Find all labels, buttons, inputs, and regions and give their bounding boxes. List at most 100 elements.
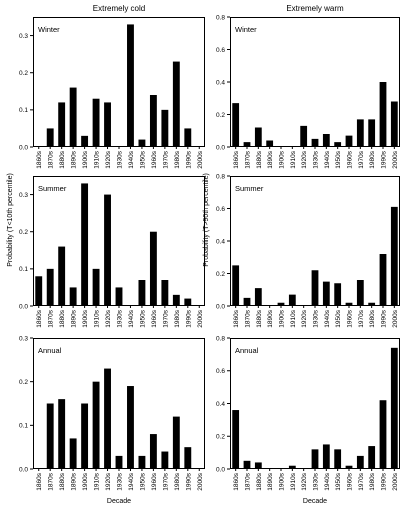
x-tick-label: 1960s	[151, 309, 158, 327]
bar-1890s	[69, 438, 77, 469]
bar-1860s	[35, 276, 43, 306]
y-tick-label: 0.2	[19, 229, 28, 236]
x-tick-label: 1880s	[256, 309, 263, 327]
x-tick-label: 1940s	[128, 472, 135, 490]
x-tick-label: 1890s	[71, 309, 78, 327]
panel-label: Winter	[38, 25, 60, 34]
panel-annual-cold: Annual 0.0 0.1 0.2 0.3 1860s 1870s 1880s 1890s 19…	[19, 335, 205, 491]
x-tick-label: 1860s	[233, 309, 240, 327]
bar-1990s	[379, 82, 387, 147]
x-tick-label: 1900s	[279, 472, 286, 490]
bar-1900s	[81, 135, 89, 147]
bar-1880s	[58, 399, 66, 469]
x-tick-label: 1950s	[335, 309, 342, 327]
bar-1940s	[322, 134, 330, 147]
x-tick-label: 1990s	[185, 472, 192, 490]
bar-1880s	[58, 102, 66, 147]
bar-1980s	[172, 416, 180, 469]
x-tick-label: 1940s	[324, 309, 331, 327]
bar-1910s	[288, 465, 296, 469]
x-tick-label: 1910s	[290, 472, 297, 490]
y-tick-label: 0.1	[19, 266, 28, 273]
x-tick-label: 1910s	[290, 150, 297, 168]
bar-1940s	[322, 281, 330, 306]
y-tick-label: 0.6	[216, 206, 225, 213]
y-tick-label: 0.8	[216, 335, 225, 342]
x-tick-label: 1870s	[245, 472, 252, 490]
x-tick-label: 1950s	[139, 150, 146, 168]
x-tick-label: 1860s	[36, 150, 43, 168]
x-tick-label: 1870s	[48, 472, 55, 490]
column-title-warm: Extremely warm	[286, 4, 344, 13]
bar-1960s	[149, 95, 157, 147]
x-tick-label: 1920s	[301, 150, 308, 168]
y-tick-label: 0.3	[19, 33, 28, 40]
x-tick-label: 2000s	[197, 472, 204, 490]
x-tick-label: 1900s	[82, 309, 89, 327]
x-tick-label: 1960s	[347, 472, 354, 490]
bar-1960s	[345, 465, 353, 469]
x-tick-label: 1980s	[369, 472, 376, 490]
bar-1930s	[311, 270, 319, 306]
bar-1950s	[334, 283, 342, 306]
x-tick-label: 1880s	[59, 309, 66, 327]
y-tick-label: 0.3	[19, 335, 28, 342]
bar-1870s	[46, 268, 54, 306]
y-tick-label: 0.4	[216, 238, 225, 245]
bar-1990s	[184, 128, 192, 147]
y-tick-label: 0.3	[19, 192, 28, 199]
y-tick-label: 0.2	[216, 112, 225, 119]
x-tick-label: 1920s	[105, 309, 112, 327]
y-tick-label: 0.4	[216, 401, 225, 408]
x-tick-label: 1990s	[381, 309, 388, 327]
bar-1920s	[300, 125, 308, 147]
y-tick-label: 0.1	[19, 107, 28, 114]
x-tick-label: 1990s	[185, 150, 192, 168]
x-tick-label: 1870s	[245, 309, 252, 327]
bar-1900s	[81, 183, 89, 306]
x-tick-label: 1910s	[290, 309, 297, 327]
bar-1970s	[161, 280, 169, 306]
x-tick-label: 1870s	[245, 150, 252, 168]
y-tick-label: 0.8	[216, 14, 225, 21]
x-tick-label: 1940s	[128, 309, 135, 327]
bar-1980s	[368, 119, 376, 147]
x-tick-label: 1980s	[369, 150, 376, 168]
bar-1970s	[356, 455, 364, 469]
panel-summer-warm: Summer 0.0 0.2 0.4 0.6 0.8 1860s 1870s 1880s 1890…	[216, 173, 400, 328]
bar-1940s	[127, 24, 134, 147]
x-tick-label: 1910s	[94, 309, 101, 327]
bar-1890s	[69, 287, 77, 306]
bar-1990s	[184, 447, 192, 469]
x-tick-label: 1910s	[94, 150, 101, 168]
x-tick-label: 1930s	[313, 150, 320, 168]
bar-1930s	[115, 455, 123, 469]
x-tick-label: 1880s	[59, 150, 66, 168]
x-tick-label: 1950s	[139, 472, 146, 490]
x-tick-label: 1860s	[36, 472, 43, 490]
y-tick-label: 0.1	[19, 423, 28, 430]
y-tick-label: 0.2	[216, 271, 225, 278]
x-tick-label: 1870s	[48, 150, 55, 168]
panel-label: Summer	[38, 184, 67, 193]
panel-label: Annual	[38, 346, 62, 355]
bar-1950s	[138, 139, 146, 147]
x-tick-label: 1980s	[174, 309, 181, 327]
x-tick-label: 1930s	[117, 309, 124, 327]
bar-1930s	[311, 449, 319, 469]
x-tick-label: 1930s	[117, 472, 124, 490]
x-tick-label: 1920s	[105, 472, 112, 490]
bar-1910s	[92, 268, 100, 306]
bar-1870s	[243, 460, 251, 469]
bar-1990s	[379, 400, 387, 469]
x-tick-label: 1900s	[279, 309, 286, 327]
x-tick-label: 1930s	[117, 150, 124, 168]
bar-1990s	[184, 298, 192, 306]
bar-1970s	[161, 451, 169, 469]
bar-1890s	[69, 87, 77, 147]
bar-1880s	[254, 462, 262, 469]
x-tick-label: 1920s	[301, 309, 308, 327]
bar-1890s	[266, 140, 274, 147]
panel-summer-cold: Summer 0.0 0.1 0.2 0.3 1860s 1870s 1880s 1890s 19…	[19, 176, 205, 328]
